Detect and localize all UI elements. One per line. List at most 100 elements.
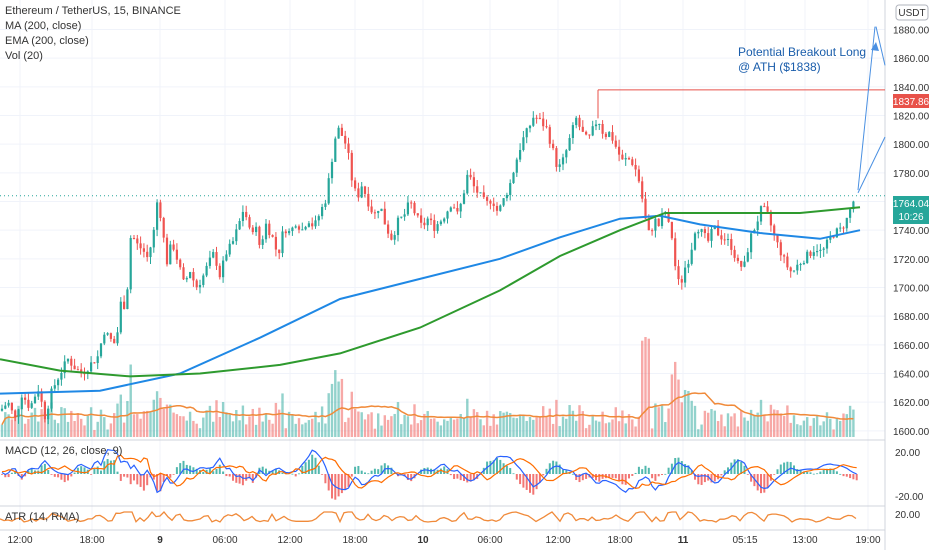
candle-body (99, 343, 103, 357)
candle-body (522, 137, 525, 150)
volume-bar (353, 408, 357, 437)
macd-histogram-bar (581, 474, 584, 481)
macd-histogram-bar (311, 454, 314, 474)
candle-body (30, 403, 33, 408)
macd-histogram-bar (195, 468, 198, 474)
volume-bar (621, 410, 624, 437)
macd-histogram-bar (175, 467, 178, 474)
candle-body (743, 261, 746, 267)
candle-body (443, 218, 446, 222)
volume-bar (132, 414, 136, 437)
candle-body (314, 220, 317, 227)
candle-body (486, 197, 489, 201)
volume-bar (713, 410, 716, 437)
candle-body (238, 221, 241, 230)
volume-bar (377, 413, 380, 437)
macd-histogram-bar (321, 474, 324, 475)
candle-body (641, 181, 644, 199)
candle-body (129, 238, 132, 290)
price-tick: 1740.00 (893, 226, 930, 237)
macd-histogram-bar (697, 474, 700, 485)
volume-bar (773, 409, 776, 437)
candle-body (621, 154, 624, 160)
candles (0, 111, 855, 425)
candle-body (446, 211, 449, 219)
volume-bar (248, 416, 251, 437)
volume-bar (89, 407, 93, 437)
volume-bar (350, 391, 353, 437)
volume-bar (413, 404, 416, 437)
macd-histogram-bar (301, 465, 304, 474)
volume-bar (406, 416, 410, 437)
macd-histogram-bar (578, 474, 581, 483)
volume-bar (208, 405, 212, 437)
candle-body (763, 206, 766, 208)
candle-body (581, 126, 584, 132)
macd-histogram-bar (548, 463, 551, 474)
macd-panel (1, 449, 858, 500)
volume-bar (172, 412, 175, 437)
volume-bar (165, 404, 169, 437)
candle-body (469, 174, 472, 178)
atr-label: ATR (14, RMA) (5, 511, 79, 523)
ema-line (0, 206, 861, 378)
candle-body (357, 188, 360, 198)
candle-body (291, 227, 294, 232)
macd-histogram-bar (235, 474, 238, 483)
macd-histogram-bar (654, 474, 657, 481)
candle-body (703, 229, 706, 234)
volume-bar (538, 417, 542, 437)
macd-histogram-bar (515, 474, 518, 480)
macd-histogram-bar (723, 470, 726, 474)
candle-body (47, 408, 50, 420)
candle-body (360, 186, 363, 198)
candle-body (317, 216, 320, 221)
macd-histogram-bar (832, 469, 835, 474)
volume-bar (40, 409, 43, 437)
volume-bar (518, 414, 522, 437)
macd-histogram-bar (845, 474, 848, 477)
candle-body (185, 278, 188, 280)
volume-bar (657, 407, 660, 437)
price-badge (893, 196, 929, 224)
macd-histogram-bar (829, 468, 832, 474)
volume-bar (558, 426, 561, 437)
volume-bar (297, 418, 301, 437)
volume-bar (192, 420, 195, 437)
volume-bar (14, 415, 17, 437)
price-tick: 1600.00 (893, 427, 930, 438)
macd-histogram-bar (443, 466, 446, 474)
macd-histogram-bar (720, 474, 723, 476)
macd-histogram-bar (667, 467, 670, 474)
candle-body (106, 333, 109, 335)
macd-histogram-bar (47, 469, 50, 474)
candle-body (588, 134, 591, 136)
volume-bar (129, 364, 132, 437)
price-tick: 1680.00 (893, 312, 930, 323)
volume-bar (469, 416, 472, 437)
volume-bar (565, 418, 568, 437)
macd-histogram-bar (703, 474, 706, 483)
volume-bar (238, 420, 241, 437)
volume-bar (707, 412, 710, 437)
candle-body (344, 135, 347, 144)
candle-body (710, 229, 713, 241)
macd-histogram-bar (159, 474, 162, 492)
volume-bar (311, 418, 314, 437)
candle-body (816, 250, 819, 253)
macd-histogram-bar (136, 474, 139, 485)
volume-bar (578, 405, 581, 437)
volume-bar (228, 414, 231, 437)
macd-label: MACD (12, 26, close, 9) (5, 445, 122, 457)
time-tick: 18:00 (607, 535, 632, 546)
volume-bar (268, 419, 271, 437)
time-axis[interactable]: 12:00 18:00 9 06:00 12:00 18:00 10 06:00 12:00 18… (7, 535, 880, 546)
currency-badge[interactable] (895, 4, 929, 21)
candle-body (565, 150, 568, 158)
candle-body (245, 211, 248, 218)
volume-bar (799, 425, 802, 437)
macd-histogram-bar (684, 464, 687, 474)
candle-body (172, 244, 175, 250)
